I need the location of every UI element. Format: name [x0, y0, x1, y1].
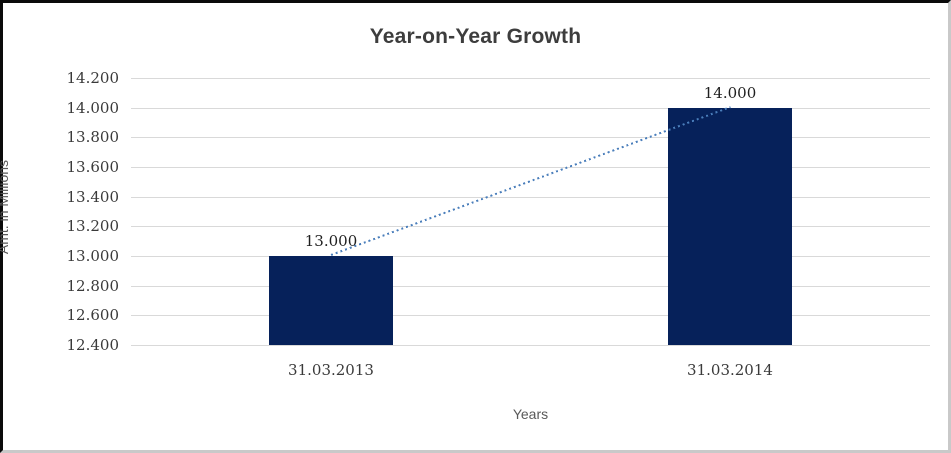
y-tick-label: 13.800 [66, 128, 120, 146]
bar-data-label: 14.000 [703, 84, 757, 102]
y-tick-label: 13.400 [66, 188, 120, 206]
bar [668, 108, 792, 345]
gridline [131, 345, 930, 346]
x-category-label: 31.03.2014 [687, 361, 773, 379]
plot-area: 14.200 14.000 13.800 13.600 13.400 13.200 13.0… [67, 69, 930, 379]
y-tick-label: 13.000 [66, 247, 120, 265]
gridline [131, 315, 930, 316]
bar-data-label: 13.000 [304, 232, 358, 250]
gridline [131, 256, 930, 257]
chart-title: Year-on-Year Growth [369, 25, 582, 48]
gridline [131, 226, 930, 227]
gridline [131, 286, 930, 287]
x-axis-title: Years [512, 406, 549, 422]
y-tick-label: 12.400 [66, 336, 120, 354]
gridline [131, 137, 930, 138]
bar [269, 256, 393, 345]
gridline [131, 78, 930, 79]
y-tick-label: 13.200 [66, 217, 120, 235]
y-axis-title: Amt. in Millions [0, 159, 11, 255]
y-tick-label: 13.600 [66, 158, 120, 176]
gridline [131, 108, 930, 109]
y-tick-label: 14.000 [66, 99, 120, 117]
y-tick-label: 12.800 [66, 277, 120, 295]
y-tick-label: 14.200 [66, 69, 120, 87]
gridline [131, 197, 930, 198]
gridline [131, 167, 930, 168]
x-category-label: 31.03.2013 [288, 361, 374, 379]
y-tick-label: 12.600 [66, 306, 120, 324]
